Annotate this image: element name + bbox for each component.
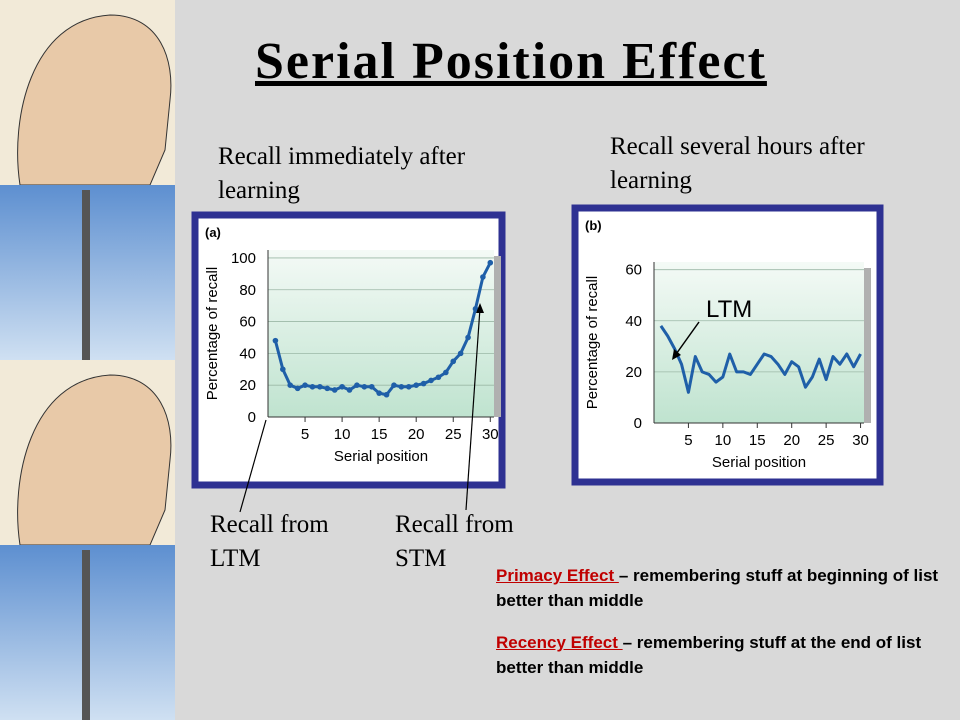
data-point	[368, 383, 375, 390]
plot-area	[654, 262, 864, 423]
x-tick-label: 30	[852, 432, 869, 449]
x-tick-label: 10	[334, 426, 351, 443]
x-tick-label: 15	[749, 432, 766, 449]
x-tick-label: 30	[482, 426, 499, 443]
caption: Recall several hours after learning	[610, 133, 865, 194]
slide-title: Serial Position Effect	[255, 33, 767, 90]
data-point	[361, 383, 368, 390]
y-axis-label: Percentage of recall	[584, 276, 601, 409]
data-point	[287, 382, 294, 388]
x-tick-label: 5	[301, 426, 309, 443]
data-line	[659, 325, 862, 394]
arrow-head	[476, 303, 484, 313]
data-point	[405, 383, 412, 390]
x-tick-label: 5	[684, 432, 692, 449]
data-point	[480, 274, 486, 280]
data-point	[346, 387, 353, 393]
data-point	[331, 387, 338, 393]
chart-frame	[571, 204, 884, 486]
y-tick-label: 20	[625, 364, 642, 381]
y-tick-label: 0	[248, 409, 256, 426]
data-point	[272, 337, 279, 344]
caption: Recall from STM	[395, 511, 514, 572]
panel-label: (b)	[585, 218, 602, 233]
data-point	[309, 383, 316, 390]
pointer-arrow	[465, 307, 481, 511]
y-tick-label: 40	[239, 345, 256, 362]
y-tick-label: 80	[239, 282, 256, 299]
y-tick-label: 0	[634, 415, 642, 432]
caption: Recall immediately after learning	[218, 143, 466, 204]
y-tick-label: 20	[239, 377, 256, 394]
definition: – remembering stuff at beginning of list…	[496, 566, 939, 610]
data-point	[465, 334, 471, 341]
data-point	[339, 383, 345, 390]
signpost-pole	[82, 190, 90, 360]
y-tick-label: 40	[625, 313, 642, 330]
data-point	[457, 350, 464, 357]
data-point	[428, 377, 434, 384]
data-point	[472, 306, 479, 312]
data-point	[302, 382, 308, 388]
x-tick-label: 20	[783, 432, 800, 449]
head-shape	[17, 374, 172, 546]
x-axis-label: Serial position	[712, 454, 806, 471]
caption: Recall from LTM	[210, 511, 329, 572]
data-point	[450, 358, 457, 365]
head-shape	[17, 14, 172, 186]
x-tick-label: 20	[408, 426, 425, 443]
annotation-arrow	[673, 321, 700, 358]
data-line	[273, 262, 492, 397]
plot-area	[268, 250, 494, 417]
signpost-pole	[82, 550, 90, 720]
plot-shadow	[494, 256, 501, 417]
side-images	[0, 0, 175, 720]
plot-shadow	[864, 268, 871, 423]
data-point	[413, 382, 419, 388]
data-point	[420, 380, 427, 387]
data-point	[294, 385, 301, 392]
pointer-arrow	[239, 419, 267, 513]
data-point	[443, 369, 449, 376]
term: Primacy Effect	[496, 566, 619, 585]
y-tick-label: 60	[625, 262, 642, 279]
note: Primacy Effect – remembering stuff at be…	[496, 563, 946, 613]
data-point	[354, 382, 360, 388]
data-point	[280, 366, 286, 373]
x-tick-label: 25	[818, 432, 835, 449]
data-point	[391, 382, 397, 388]
x-axis-label: Serial position	[334, 448, 428, 465]
term: Recency Effect	[496, 633, 623, 652]
x-tick-label: 25	[445, 426, 462, 443]
data-point	[435, 374, 442, 381]
data-point	[324, 385, 331, 392]
y-axis-label: Percentage of recall	[204, 267, 221, 400]
note: Recency Effect – remembering stuff at th…	[496, 630, 946, 680]
annotation: LTM	[706, 296, 752, 323]
arrow-head	[672, 349, 681, 360]
y-tick-label: 100	[231, 250, 256, 267]
x-tick-label: 15	[371, 426, 388, 443]
data-point	[317, 383, 323, 390]
x-tick-label: 10	[715, 432, 732, 449]
definition: – remembering stuff at the end of list b…	[496, 633, 922, 677]
chart-frame	[191, 211, 506, 489]
y-tick-label: 60	[239, 314, 256, 331]
data-point	[383, 391, 390, 398]
data-point	[376, 390, 382, 396]
panel-label: (a)	[205, 225, 221, 240]
data-point	[398, 383, 405, 390]
data-point	[487, 259, 494, 266]
